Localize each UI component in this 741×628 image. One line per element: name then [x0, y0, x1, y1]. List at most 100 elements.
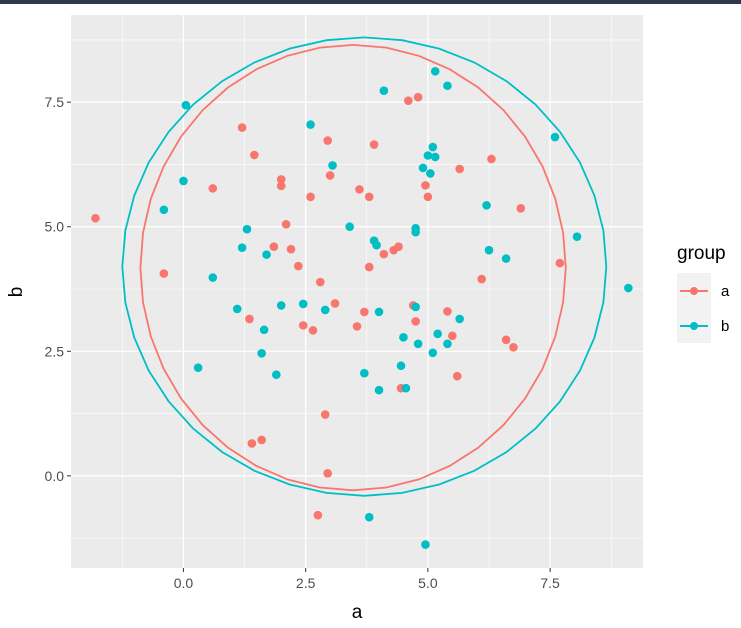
point-b [374, 385, 384, 395]
point-b [345, 222, 354, 232]
point-a [452, 371, 462, 381]
point-b [443, 339, 452, 349]
point-a [330, 299, 340, 308]
y-tick-label: 5.0 [45, 219, 65, 235]
point-a [455, 164, 464, 174]
point-b [411, 302, 420, 312]
point-b [237, 243, 247, 252]
legend-label-b: b [721, 318, 729, 335]
x-tick-label: 5.0 [418, 575, 438, 591]
x-axis-title: a [352, 602, 363, 623]
point-a [369, 140, 379, 149]
point-b [181, 100, 191, 110]
point-b [379, 86, 389, 96]
point-a [245, 314, 254, 324]
point-b [242, 224, 252, 234]
x-tick-label: 2.5 [296, 575, 316, 591]
y-tick-label: 7.5 [45, 94, 65, 110]
point-b [433, 329, 442, 339]
point-a [443, 307, 452, 316]
plot-panel [71, 15, 643, 568]
point-b [276, 301, 286, 310]
point-b [455, 314, 464, 324]
point-a [501, 335, 511, 345]
point-a [404, 96, 413, 105]
point-a [421, 181, 430, 190]
point-a [208, 184, 218, 193]
point-a [364, 262, 374, 272]
point-a [448, 331, 457, 341]
point-a [364, 192, 374, 202]
point-a [276, 175, 286, 184]
point-b [320, 305, 330, 315]
legend-title: group [677, 243, 726, 264]
point-b [401, 383, 411, 393]
point-b [426, 169, 435, 178]
point-a [316, 277, 325, 287]
point-b [428, 142, 438, 152]
point-a [355, 185, 364, 194]
point-a [555, 258, 565, 268]
point-b [418, 163, 428, 173]
point-a [323, 469, 332, 478]
point-a [477, 274, 486, 284]
point-a [91, 213, 100, 223]
x-tick-label: 0.0 [174, 575, 194, 591]
point-b [396, 361, 406, 371]
point-b [443, 81, 452, 91]
point-b [482, 201, 491, 210]
point-b [411, 223, 420, 233]
point-a [487, 154, 496, 164]
y-tick-label: 2.5 [45, 343, 65, 359]
point-b [572, 232, 582, 241]
point-a [281, 219, 291, 229]
point-b [298, 299, 308, 309]
point-a [237, 123, 247, 132]
y-axis-title: b [6, 287, 27, 298]
point-b [423, 151, 433, 160]
point-a [516, 204, 526, 213]
point-b [430, 152, 440, 162]
point-a [294, 261, 303, 271]
point-a [325, 171, 335, 180]
point-a [298, 321, 308, 330]
point-a [159, 269, 169, 278]
point-b [430, 66, 440, 76]
x-tick-label: 7.5 [540, 575, 560, 591]
point-b [501, 254, 511, 263]
point-b [399, 333, 408, 342]
point-a [247, 439, 257, 448]
point-b [306, 120, 315, 129]
group-ellipses [121, 36, 608, 497]
point-a [313, 510, 323, 520]
point-a [411, 317, 420, 326]
window-top-bar [0, 0, 741, 4]
point-a [509, 342, 518, 352]
point-b [208, 273, 218, 282]
point-b [328, 161, 337, 170]
point-a [352, 322, 362, 331]
point-a [379, 249, 389, 259]
ellipse-b [121, 36, 608, 497]
point-a [423, 192, 433, 202]
point-b [272, 370, 281, 379]
point-a [394, 242, 403, 251]
point-b [428, 348, 438, 358]
legend-key-point-a [690, 287, 698, 295]
point-a [306, 192, 315, 202]
y-tick-label: 0.0 [45, 468, 65, 484]
data-points [91, 66, 633, 549]
point-a [269, 242, 279, 251]
point-b [159, 205, 169, 215]
point-b [179, 176, 188, 186]
point-b [257, 348, 266, 358]
point-a [320, 410, 330, 419]
point-b [413, 339, 423, 349]
point-a [286, 244, 296, 254]
point-b [232, 304, 242, 314]
legend: group a b [677, 243, 730, 343]
ellipse-a [139, 43, 567, 492]
legend-key-point-b [690, 322, 698, 330]
point-b [262, 250, 271, 259]
